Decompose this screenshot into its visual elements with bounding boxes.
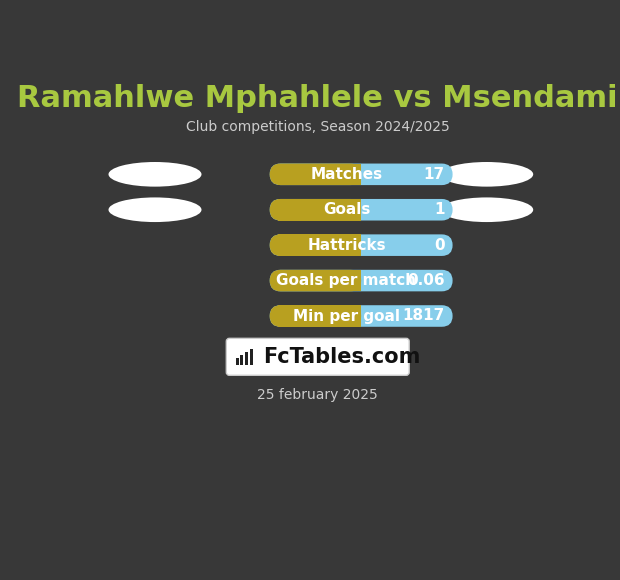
Text: 17: 17 xyxy=(423,167,445,182)
FancyBboxPatch shape xyxy=(270,234,361,256)
FancyBboxPatch shape xyxy=(270,270,453,291)
FancyBboxPatch shape xyxy=(270,305,453,327)
Text: Min per goal: Min per goal xyxy=(293,309,400,324)
Text: FcTables.com: FcTables.com xyxy=(264,347,421,367)
Text: Matches: Matches xyxy=(311,167,383,182)
Text: 0: 0 xyxy=(434,238,445,253)
Bar xyxy=(343,234,361,256)
Bar xyxy=(278,270,361,291)
Ellipse shape xyxy=(440,162,533,187)
Bar xyxy=(278,199,361,220)
Ellipse shape xyxy=(108,162,202,187)
FancyBboxPatch shape xyxy=(270,164,361,185)
Bar xyxy=(278,305,361,327)
Bar xyxy=(278,234,361,256)
Bar xyxy=(343,270,361,291)
Bar xyxy=(343,199,361,220)
FancyBboxPatch shape xyxy=(270,199,453,220)
Bar xyxy=(241,356,243,364)
Bar xyxy=(249,349,253,364)
Text: Club competitions, Season 2024/2025: Club competitions, Season 2024/2025 xyxy=(186,121,450,135)
Ellipse shape xyxy=(440,197,533,222)
FancyBboxPatch shape xyxy=(226,338,409,375)
Text: Hattricks: Hattricks xyxy=(307,238,386,253)
FancyBboxPatch shape xyxy=(270,234,453,256)
Text: Goals: Goals xyxy=(323,202,370,218)
Text: Goals per match: Goals per match xyxy=(277,273,417,288)
Text: 25 february 2025: 25 february 2025 xyxy=(257,389,378,403)
FancyBboxPatch shape xyxy=(270,305,361,327)
FancyBboxPatch shape xyxy=(270,199,361,220)
Bar xyxy=(236,358,239,364)
Text: 1: 1 xyxy=(435,202,445,218)
Ellipse shape xyxy=(108,197,202,222)
Bar xyxy=(245,352,248,364)
Text: 0.06: 0.06 xyxy=(407,273,445,288)
Bar xyxy=(278,164,361,185)
FancyBboxPatch shape xyxy=(270,270,361,291)
Text: Ramahlwe Mphahlele vs Msendami: Ramahlwe Mphahlele vs Msendami xyxy=(17,84,618,113)
Bar xyxy=(343,305,361,327)
Text: 1817: 1817 xyxy=(402,309,445,324)
Bar xyxy=(343,164,361,185)
FancyBboxPatch shape xyxy=(270,164,453,185)
